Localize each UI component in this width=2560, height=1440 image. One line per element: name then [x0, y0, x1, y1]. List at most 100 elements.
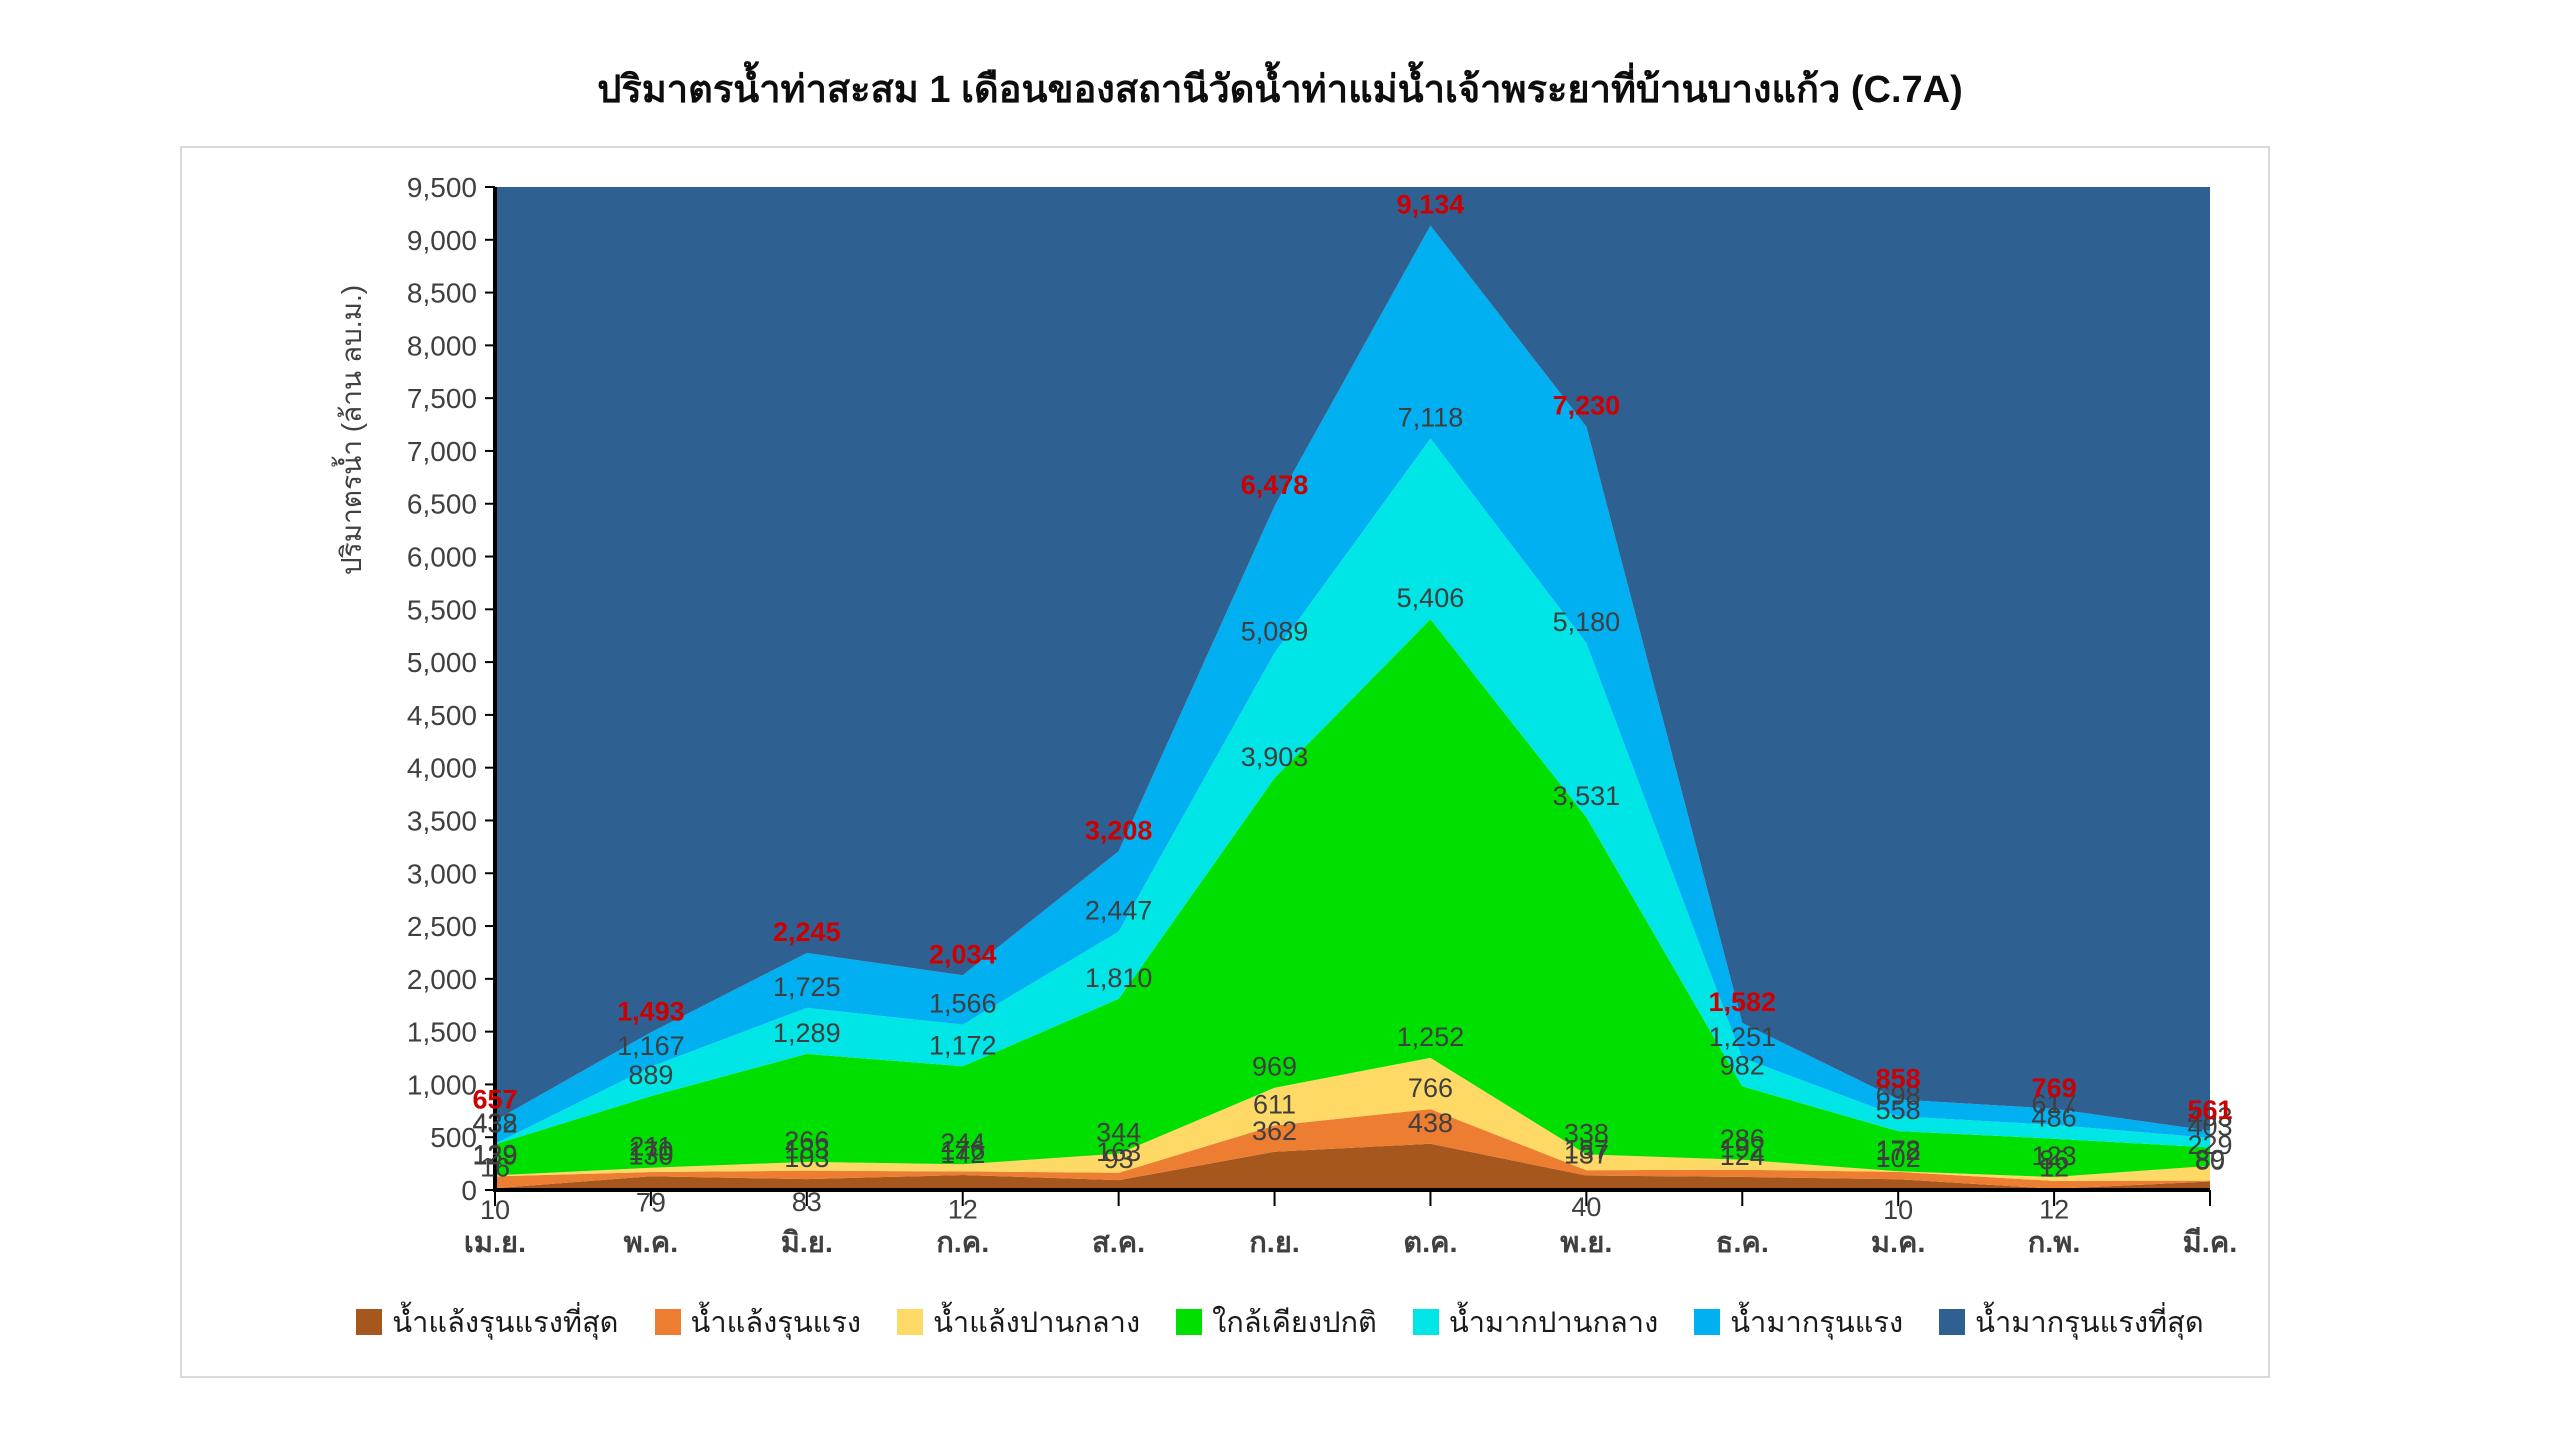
data-label: 187: [1564, 1134, 1609, 1164]
data-label: 1,289: [773, 1018, 841, 1048]
band-4: [495, 438, 2210, 1148]
legend-label: น้ำแล้งรุนแรงที่สุด: [392, 1307, 619, 1339]
legend-swatch: [897, 1309, 924, 1335]
data-label: 1,725: [773, 972, 841, 1002]
y-tick-label: 4,500: [407, 700, 477, 731]
data-label: 769: [2032, 1073, 2077, 1103]
data-label: 432: [472, 1108, 517, 1138]
chart-title: ปริมาตรน้ำท่าสะสม 1 เดือนของสถานีวัดน้ำท…: [597, 69, 1963, 111]
y-tick-label: 6,000: [407, 542, 477, 573]
data-label: 124: [1720, 1141, 1765, 1171]
data-label: 2,245: [773, 917, 841, 947]
band-5: [495, 225, 2210, 1144]
min-label: 79: [636, 1188, 666, 1218]
data-label: 183: [784, 1135, 829, 1165]
data-label: 611: [1253, 1089, 1296, 1119]
data-label: 344: [1096, 1118, 1141, 1148]
y-tick-label: 9,000: [407, 225, 477, 256]
y-tick-label: 2,500: [407, 911, 477, 942]
legend-swatch: [1176, 1309, 1203, 1335]
data-label: 657: [472, 1085, 517, 1115]
data-label: 558: [1876, 1095, 1921, 1125]
data-label: 1,167: [617, 1031, 685, 1061]
data-label: 1,566: [929, 989, 997, 1019]
x-tick-label: มี.ค.: [2183, 1227, 2238, 1259]
legend-swatch: [1412, 1309, 1439, 1335]
legend-label: น้ำมากปานกลาง: [1448, 1307, 1659, 1339]
band-2: [495, 1057, 2210, 1181]
x-tick-label: เม.ย.: [464, 1227, 526, 1259]
data-label: 178: [1876, 1135, 1921, 1165]
data-label: 6,478: [1241, 470, 1309, 500]
legend-item: น้ำแล้งรุนแรง: [654, 1299, 861, 1345]
data-label: 982: [1720, 1050, 1765, 1080]
data-label: 130: [628, 1140, 673, 1170]
data-label: 1,810: [1085, 963, 1153, 993]
data-label: 338: [1564, 1118, 1609, 1148]
min-label: 12: [2039, 1195, 2069, 1225]
data-label: 766: [1408, 1073, 1453, 1103]
x-tick-label: ม.ค.: [1871, 1227, 1926, 1259]
data-label: 16: [480, 1152, 510, 1182]
data-label: 9,134: [1397, 190, 1465, 220]
data-label: 1,493: [617, 996, 685, 1026]
y-tick-label: 500: [430, 1122, 477, 1153]
band-3: [495, 619, 2210, 1178]
legend-item: น้ำมากรุนแรงที่สุด: [1939, 1299, 2204, 1345]
x-tick-label: ส.ค.: [1092, 1227, 1145, 1259]
data-label: 176: [940, 1135, 985, 1165]
data-label: 123: [2032, 1141, 2077, 1171]
x-tick-label: ธ.ค.: [1716, 1227, 1769, 1259]
data-label: 486: [2032, 1103, 2077, 1133]
data-label: 7,118: [1398, 402, 1464, 432]
data-label: 1,252: [1397, 1022, 1465, 1052]
data-label: 266: [784, 1126, 829, 1156]
legend-label: ใกล้เคียงปกติ: [1212, 1307, 1377, 1339]
data-label: 858: [1876, 1063, 1921, 1093]
y-tick-label: 4,000: [407, 753, 477, 784]
band-1: [495, 1109, 2210, 1189]
data-label: 12: [2039, 1153, 2069, 1183]
legend-item: ใกล้เคียงปกติ: [1176, 1299, 1377, 1345]
data-label: 617: [2032, 1089, 2077, 1119]
min-label: 40: [1571, 1192, 1601, 1222]
y-tick-label: 7,000: [407, 436, 477, 467]
data-label: 7,230: [1553, 391, 1621, 421]
data-label: 244: [940, 1128, 985, 1158]
x-tick-label: ก.ค.: [936, 1227, 989, 1259]
x-tick-label: มิ.ย.: [781, 1227, 833, 1259]
legend-item: น้ำแล้งรุนแรงที่สุด: [356, 1299, 619, 1345]
data-label: 3,531: [1553, 781, 1621, 811]
y-tick-label: 8,500: [407, 278, 477, 309]
data-label: 5,180: [1553, 607, 1621, 637]
data-label: 286: [1720, 1124, 1765, 1154]
data-label: 889: [628, 1060, 673, 1090]
band-0: [495, 1143, 2210, 1190]
data-label: 1,251: [1708, 1022, 1776, 1052]
legend-item: น้ำมากปานกลาง: [1412, 1299, 1659, 1345]
y-tick-label: 0: [461, 1175, 477, 1206]
page-title-row: ปริมาตรน้ำท่าสะสม 1 เดือนของสถานีวัดน้ำท…: [0, 58, 2560, 119]
x-tick-label: พ.ย.: [1560, 1227, 1612, 1259]
data-label: 170: [628, 1136, 673, 1166]
data-label: 1,172: [929, 1030, 997, 1060]
data-label: 698: [1876, 1080, 1921, 1110]
y-tick-label: 3,000: [407, 858, 477, 889]
data-label: 102: [1876, 1143, 1921, 1173]
data-label: 192: [1720, 1134, 1765, 1164]
data-label: 969: [1252, 1052, 1297, 1082]
min-label: 83: [792, 1187, 822, 1217]
data-label: 80: [2195, 1146, 2225, 1176]
data-label: 2,447: [1085, 896, 1153, 926]
data-label: 5,089: [1241, 617, 1309, 647]
legend-item: น้ำแล้งปานกลาง: [897, 1299, 1140, 1345]
legend-item: น้ำมากรุนแรง: [1694, 1299, 1903, 1345]
data-label: 3,903: [1241, 742, 1309, 772]
data-label: 103: [784, 1143, 829, 1173]
x-tick-label: พ.ค.: [624, 1227, 679, 1259]
y-tick-label: 9,500: [407, 172, 477, 203]
data-label: 172: [1876, 1136, 1921, 1166]
data-label: 211: [629, 1132, 672, 1162]
y-tick-label: 3,500: [407, 805, 477, 836]
